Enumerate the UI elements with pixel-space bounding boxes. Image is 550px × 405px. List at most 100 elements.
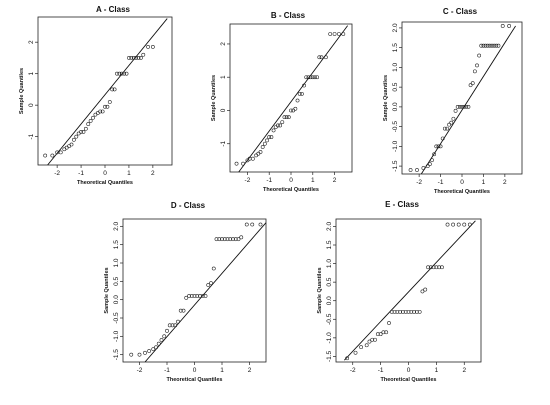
y-tick-label: 1.0 xyxy=(326,259,333,268)
qq-point xyxy=(438,144,443,149)
qq-point xyxy=(436,144,441,149)
qq-point xyxy=(231,237,235,242)
qq-point xyxy=(403,309,408,314)
qq-point xyxy=(228,237,233,242)
y-tick-label: 0.5 xyxy=(392,82,399,91)
qq-point xyxy=(304,75,309,80)
qq-point xyxy=(412,309,416,314)
x-axis-label: Theoretical Quantiles xyxy=(77,180,133,186)
qq-point xyxy=(284,115,289,120)
y-tick-label: -0.5 xyxy=(392,121,399,133)
qq-point xyxy=(250,156,255,161)
qq-point xyxy=(165,328,169,333)
qq-point xyxy=(306,75,311,80)
qq-point xyxy=(127,56,131,60)
qq-point xyxy=(440,265,444,270)
qq-point xyxy=(50,153,55,158)
qq-point xyxy=(117,71,122,76)
x-tick-label: -2 xyxy=(245,177,251,184)
qq-point xyxy=(286,115,291,120)
qq-point xyxy=(244,222,249,227)
qq-point xyxy=(378,332,383,337)
x-tick-label: -1 xyxy=(378,367,384,374)
x-axis-label: Theoretical Quantiles xyxy=(381,377,437,383)
qq-reference-line xyxy=(238,25,349,172)
qq-point xyxy=(445,126,449,131)
qq-point xyxy=(189,294,194,298)
qq-panel: D - Class -2 -1 0 1 2 -1.5 -1.0 -0.5 0.0 0.5 1.0 1.5… xyxy=(104,201,267,383)
qq-point xyxy=(234,161,239,166)
qq-point xyxy=(225,237,230,242)
qq-point xyxy=(141,52,146,57)
qq-point xyxy=(447,122,452,127)
x-tick-label: 1 xyxy=(311,177,315,184)
qq-point xyxy=(122,71,127,76)
plot-frame xyxy=(122,218,267,363)
qq-point xyxy=(203,294,208,298)
qq-point xyxy=(462,104,467,109)
qq-point xyxy=(280,120,285,125)
qq-point xyxy=(129,352,134,357)
y-tick-label: 1.0 xyxy=(392,63,399,72)
y-tick-label: 2 xyxy=(28,40,35,44)
qq-point xyxy=(332,32,337,36)
qq-point xyxy=(457,104,462,109)
qq-point xyxy=(289,108,293,113)
x-axis-label: Theoretical Quantiles xyxy=(434,189,490,195)
qq-point xyxy=(398,309,403,314)
x-tick-label: 1 xyxy=(482,179,486,186)
x-axis-label: Theoretical Quantiles xyxy=(263,187,319,193)
qq-point xyxy=(167,323,172,328)
qq-point xyxy=(236,237,241,242)
y-tick-label: -1 xyxy=(220,140,227,146)
x-axis-label: Theoretical Quantiles xyxy=(167,377,223,383)
qq-point xyxy=(271,128,276,133)
qq-point xyxy=(323,55,328,60)
qq-point xyxy=(353,350,358,355)
qq-point xyxy=(258,222,263,227)
qq-point xyxy=(115,71,119,76)
chart-title: C - Class xyxy=(443,7,478,16)
qq-point xyxy=(472,69,477,74)
qq-point xyxy=(392,309,397,314)
qq-point xyxy=(328,32,333,36)
qq-point xyxy=(103,104,107,109)
qq-point xyxy=(381,330,386,335)
chart-title: D - Class xyxy=(171,201,206,210)
qq-point xyxy=(481,43,486,48)
qq-point xyxy=(370,337,375,342)
qq-point xyxy=(359,345,363,350)
qq-point xyxy=(269,135,274,139)
qq-point xyxy=(426,265,430,270)
x-tick-label: -2 xyxy=(416,179,422,186)
qq-point xyxy=(154,345,158,350)
qq-point xyxy=(192,294,197,298)
qq-point xyxy=(315,75,320,80)
qq-point xyxy=(150,45,155,49)
qq-point xyxy=(105,104,110,109)
qq-point xyxy=(91,115,95,120)
y-tick-label: -1.0 xyxy=(392,140,399,152)
qq-point xyxy=(260,145,265,149)
y-tick-label: 2.0 xyxy=(113,221,120,230)
qq-point xyxy=(337,32,341,36)
qq-point xyxy=(74,134,79,139)
x-tick-label: 0 xyxy=(193,367,197,374)
qq-panel: E - Class -2 -1 0 1 2 -1.5 -1.0 -0.5 0.0 0.5 1.0 1.5… xyxy=(317,200,482,383)
y-axis-label: Sample Quantiles xyxy=(104,267,110,313)
qq-point xyxy=(408,168,413,172)
qq-point xyxy=(250,222,255,227)
qq-point xyxy=(98,109,103,114)
qq-point xyxy=(55,150,60,155)
x-tick-label: 2 xyxy=(248,367,252,374)
qq-point xyxy=(195,294,200,298)
qq-point xyxy=(184,295,189,300)
qq-point xyxy=(455,104,460,109)
plot-frame xyxy=(335,218,482,363)
y-axis-label: Sample Quantiles xyxy=(317,267,323,313)
qq-point xyxy=(254,153,259,158)
qq-point xyxy=(258,150,263,154)
qq-point xyxy=(302,83,306,88)
qq-point xyxy=(147,349,152,353)
qq-point xyxy=(415,168,419,172)
